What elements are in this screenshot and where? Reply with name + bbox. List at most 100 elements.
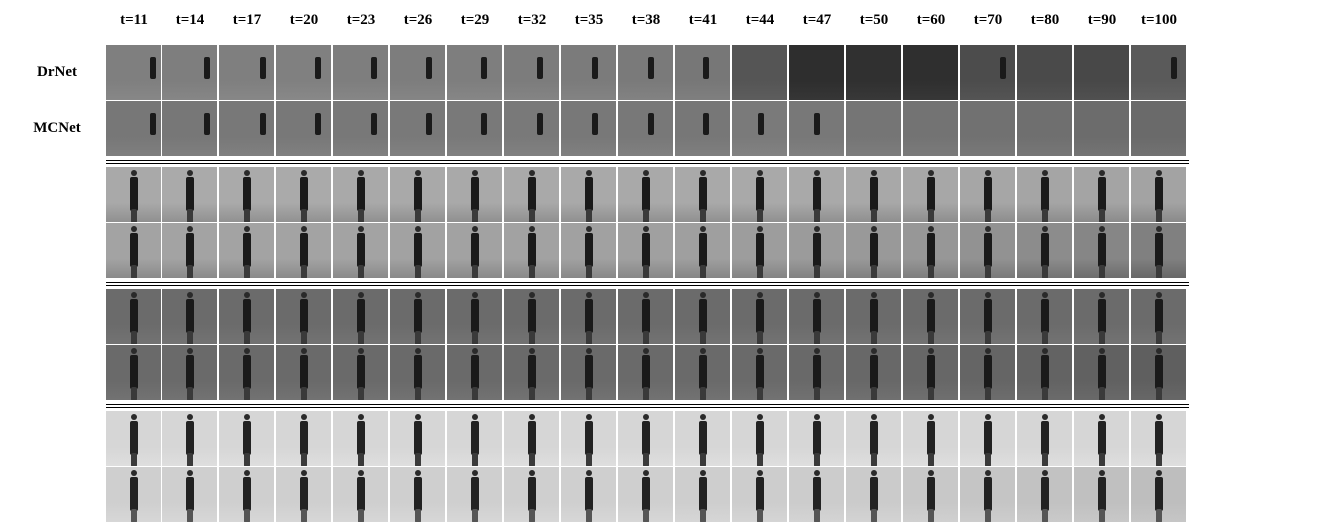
time-label: t=41	[688, 12, 718, 28]
frame-tile	[561, 223, 616, 278]
person-head	[985, 226, 991, 232]
person-figure	[870, 177, 878, 211]
person-legs	[415, 209, 421, 222]
person-legs	[928, 387, 934, 400]
person-figure	[642, 355, 650, 389]
frame-tile	[447, 345, 502, 400]
person-head	[700, 348, 706, 354]
time-label: t=100	[1140, 12, 1178, 28]
person-figure	[414, 233, 422, 267]
person-head	[814, 226, 820, 232]
person-figure	[1098, 299, 1106, 333]
person-legs	[529, 209, 535, 222]
person-legs	[301, 265, 307, 278]
person-figure	[984, 177, 992, 211]
person-figure	[300, 299, 308, 333]
person-figure	[300, 233, 308, 267]
person-figure	[1041, 421, 1049, 455]
frame-tile	[732, 467, 787, 522]
person-figure	[870, 355, 878, 389]
frame-tile	[561, 101, 616, 156]
person-figure	[130, 477, 138, 511]
frame-tile	[390, 223, 445, 278]
person-head	[814, 170, 820, 176]
person-head	[1099, 292, 1105, 298]
person-legs	[1042, 331, 1048, 344]
frame-tile	[1074, 345, 1129, 400]
person-figure	[870, 421, 878, 455]
person-figure	[699, 299, 707, 333]
person-head	[358, 348, 364, 354]
person-figure	[536, 57, 543, 79]
group-separator	[106, 404, 1189, 408]
person-figure	[1000, 57, 1006, 79]
frame-tile	[618, 167, 673, 222]
person-head	[985, 170, 991, 176]
frame-tile	[504, 45, 559, 100]
person-head	[643, 226, 649, 232]
person-head	[928, 170, 934, 176]
person-legs	[1156, 387, 1162, 400]
person-legs	[700, 331, 706, 344]
frame-tile	[846, 167, 901, 222]
frame-tile	[675, 411, 730, 466]
person-head	[586, 170, 592, 176]
person-legs	[928, 209, 934, 222]
frame-tile	[1131, 101, 1186, 156]
frame-tile	[504, 467, 559, 522]
time-label: t=38	[631, 12, 661, 28]
frame-tile	[276, 101, 331, 156]
person-head	[985, 470, 991, 476]
person-legs	[871, 509, 877, 522]
person-head	[586, 470, 592, 476]
person-figure	[204, 57, 211, 79]
person-head	[131, 226, 137, 232]
time-label: t=47	[802, 12, 832, 28]
person-head	[928, 226, 934, 232]
frame-tile	[903, 167, 958, 222]
person-figure	[528, 355, 536, 389]
frame-tile	[1074, 411, 1129, 466]
person-figure	[186, 177, 194, 211]
person-legs	[187, 387, 193, 400]
frame-tile	[333, 45, 388, 100]
person-legs	[244, 209, 250, 222]
person-head	[131, 348, 137, 354]
person-figure	[1155, 355, 1163, 389]
person-head	[700, 292, 706, 298]
person-legs	[814, 209, 820, 222]
frame-tile	[732, 223, 787, 278]
frame-tile	[1074, 45, 1129, 100]
frame-tile	[162, 411, 217, 466]
row-label-mcnet: MCNet	[33, 120, 81, 136]
person-legs	[131, 387, 137, 400]
person-legs	[814, 509, 820, 522]
person-head	[757, 226, 763, 232]
person-head	[586, 348, 592, 354]
person-legs	[985, 265, 991, 278]
group-separator	[106, 282, 1189, 286]
frame-tile	[390, 467, 445, 522]
person-legs	[301, 453, 307, 466]
person-figure	[528, 299, 536, 333]
person-legs	[871, 265, 877, 278]
person-figure	[259, 57, 266, 79]
frame-tile	[846, 345, 901, 400]
person-head	[757, 470, 763, 476]
person-figure	[1041, 477, 1049, 511]
person-legs	[643, 265, 649, 278]
person-legs	[358, 331, 364, 344]
person-legs	[1099, 209, 1105, 222]
frame-tile	[789, 411, 844, 466]
person-head	[1099, 414, 1105, 420]
person-figure	[204, 113, 211, 135]
person-head	[1156, 292, 1162, 298]
person-head	[814, 292, 820, 298]
person-figure	[756, 233, 764, 267]
time-label: t=50	[859, 12, 889, 28]
frame-tile	[618, 223, 673, 278]
person-legs	[586, 509, 592, 522]
time-label: t=44	[745, 12, 775, 28]
person-figure	[1155, 233, 1163, 267]
